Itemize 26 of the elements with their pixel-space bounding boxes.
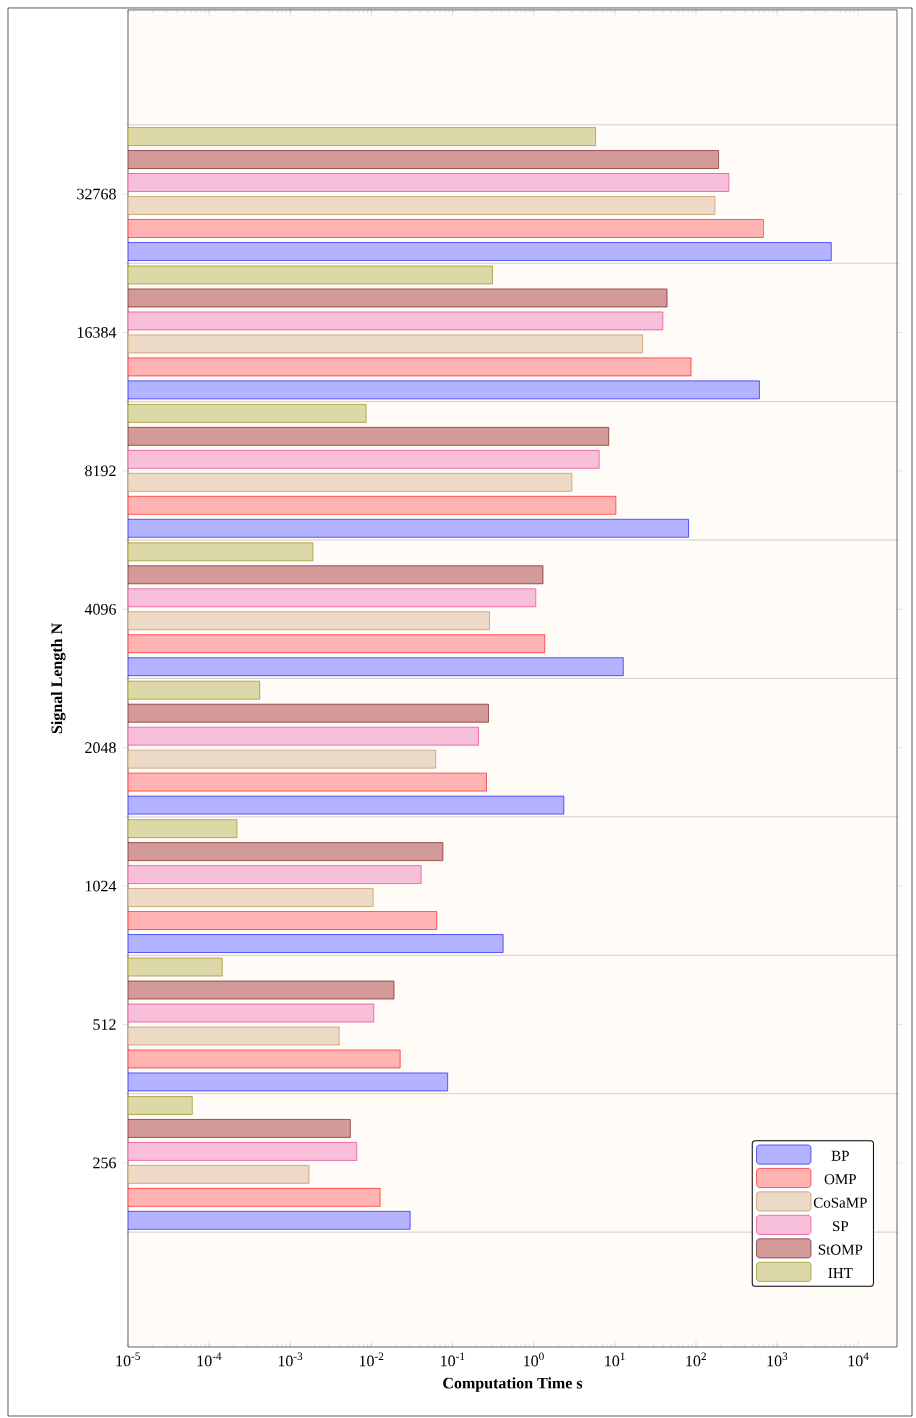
x-tick-label: 10$^{-1}$ xyxy=(441,1352,465,1367)
y-tick-label: 16384 xyxy=(77,327,117,338)
legend-label: StOMP xyxy=(818,1244,863,1255)
legend-label: OMP xyxy=(824,1174,856,1185)
x-axis-title: Computation Time s xyxy=(443,1377,583,1392)
y-tick-label: 512 xyxy=(93,1019,116,1030)
x-tick-label: 10$^{0}$ xyxy=(524,1352,544,1367)
y-tick-label: 4096 xyxy=(84,603,116,615)
y-tick-label: 8192 xyxy=(85,465,116,477)
y-tick-label: 2048 xyxy=(85,742,116,754)
x-tick-label: 10$^{1}$ xyxy=(605,1352,625,1367)
x-tick-label: 10$^{-5}$ xyxy=(116,1352,140,1367)
x-tick-label: 10$^{2}$ xyxy=(686,1352,706,1367)
y-tick-label: 256 xyxy=(93,1157,116,1169)
y-axis-title: Signal Length N xyxy=(50,623,66,734)
legend-label: SP xyxy=(833,1221,849,1232)
y-tick-label: 32768 xyxy=(77,188,116,200)
y-tick-label: 1024 xyxy=(85,880,117,892)
x-tick-label: 10$^{3}$ xyxy=(767,1352,788,1367)
x-tick-label: 10$^{-3}$ xyxy=(278,1352,303,1367)
legend-label: IHT xyxy=(828,1268,853,1278)
x-tick-label: 10$^{-4}$ xyxy=(197,1352,222,1367)
x-tick-label: 10$^{4}$ xyxy=(848,1352,869,1367)
legend-label: BP xyxy=(831,1150,849,1161)
x-tick-label: 10$^{-2}$ xyxy=(359,1352,384,1367)
legend-label: CoSaMP xyxy=(813,1197,867,1208)
